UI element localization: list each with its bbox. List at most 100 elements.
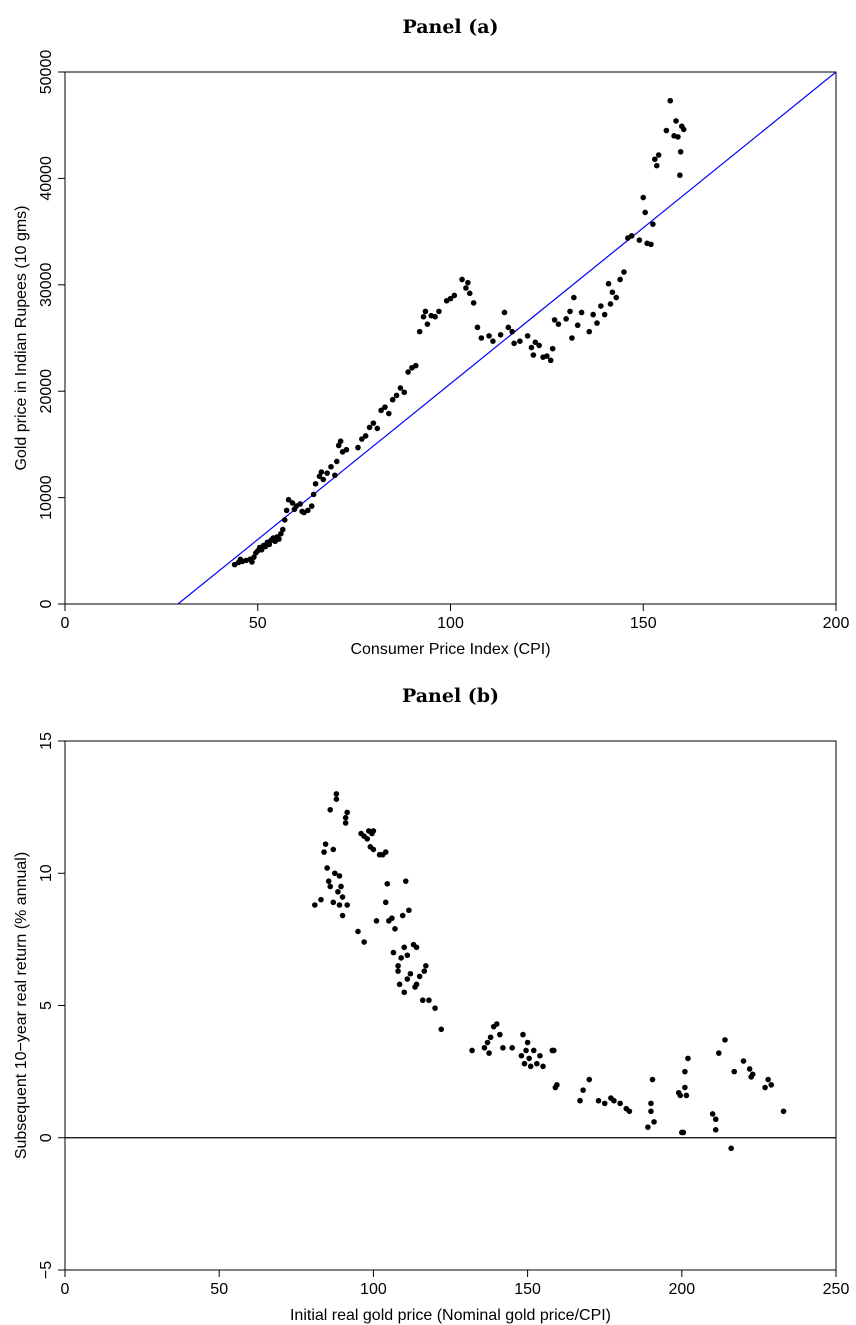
point <box>505 324 512 331</box>
point <box>469 1047 475 1054</box>
point <box>465 279 471 286</box>
point <box>389 915 395 922</box>
point <box>330 899 337 906</box>
point <box>740 1058 747 1064</box>
point <box>426 997 432 1004</box>
point <box>266 541 273 548</box>
point <box>577 1097 583 1104</box>
point <box>746 1066 753 1072</box>
x-tick-label: 200 <box>823 615 850 632</box>
point <box>675 134 681 140</box>
point <box>333 791 340 797</box>
point <box>305 507 311 514</box>
point <box>648 241 654 248</box>
point <box>397 385 404 391</box>
point <box>517 338 523 344</box>
point <box>626 1108 633 1115</box>
point <box>333 796 340 802</box>
point <box>567 308 573 315</box>
point <box>682 1084 688 1091</box>
point <box>330 846 337 853</box>
point <box>651 1119 657 1125</box>
point <box>749 1071 756 1078</box>
point <box>470 300 477 306</box>
point <box>321 849 327 855</box>
y-tick-label: 15 <box>38 732 55 750</box>
point <box>318 896 324 903</box>
point <box>404 952 411 959</box>
point <box>523 1047 529 1054</box>
point <box>318 469 325 475</box>
point <box>396 981 403 988</box>
point <box>364 836 371 842</box>
point <box>628 233 635 239</box>
point <box>544 353 550 359</box>
point <box>524 333 531 339</box>
point <box>399 912 406 919</box>
point <box>649 1076 656 1083</box>
point <box>384 881 391 887</box>
point <box>355 444 361 451</box>
point <box>398 955 404 961</box>
point <box>474 324 481 331</box>
point <box>342 820 349 826</box>
point <box>401 989 408 996</box>
point <box>650 221 656 227</box>
point <box>278 530 284 537</box>
point <box>640 194 647 201</box>
y-tick-label: 0 <box>38 599 55 608</box>
point <box>780 1108 787 1115</box>
point <box>285 496 292 503</box>
y-axis-label: Gold price in Indian Rupees (10 gms) <box>13 205 30 470</box>
x-tick-label: 150 <box>630 615 657 632</box>
point <box>370 828 377 834</box>
point <box>530 1047 537 1054</box>
point <box>447 295 454 302</box>
point <box>283 507 290 514</box>
point <box>536 342 542 349</box>
point <box>338 883 344 890</box>
point <box>419 997 426 1004</box>
point <box>421 968 428 974</box>
point <box>370 420 377 426</box>
point <box>709 1111 716 1117</box>
point <box>327 806 334 813</box>
point <box>310 491 317 498</box>
point <box>680 126 687 133</box>
point <box>404 976 411 982</box>
point <box>401 944 408 951</box>
point <box>362 433 369 439</box>
point <box>251 554 257 560</box>
point <box>574 322 581 329</box>
point <box>335 888 341 895</box>
fit-line <box>177 72 836 604</box>
x-tick-label: 50 <box>210 1281 228 1298</box>
point <box>682 1068 688 1075</box>
point <box>382 404 388 410</box>
plot-frame <box>64 740 837 1271</box>
point <box>374 425 381 432</box>
point <box>451 292 458 299</box>
point <box>617 276 623 283</box>
point <box>459 276 465 283</box>
point <box>413 981 420 988</box>
point <box>551 1047 557 1054</box>
point <box>405 369 411 375</box>
point <box>324 470 330 476</box>
x-tick-label: 50 <box>249 615 267 632</box>
x-tick-label: 100 <box>437 615 464 632</box>
point <box>528 344 535 351</box>
point <box>413 362 419 369</box>
point <box>595 1097 602 1104</box>
point <box>642 209 648 216</box>
point <box>551 317 558 323</box>
point <box>677 172 683 179</box>
point <box>530 352 537 358</box>
y-tick-label: 0 <box>38 1133 55 1142</box>
point <box>677 149 684 155</box>
point <box>601 311 608 318</box>
x-axis-label: Initial real gold price (Nominal gold pr… <box>290 1307 611 1324</box>
point <box>370 846 377 853</box>
point <box>320 476 327 483</box>
